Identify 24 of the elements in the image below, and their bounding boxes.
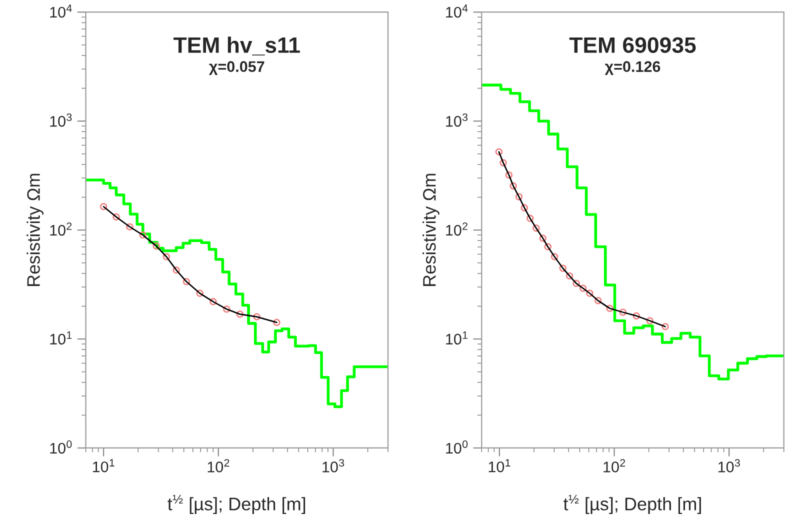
x-tick-label: 10$^{3}$ <box>718 459 740 472</box>
text: TEM 690935 <box>569 37 696 53</box>
y-tick-label: 10$^{3}$ <box>446 113 468 127</box>
x-tick-label: 10$^{3}$ <box>322 459 344 472</box>
y-tick-label: 10$^{2}$ <box>50 222 72 236</box>
text: χ=0.057 <box>209 61 264 76</box>
y-tick-label: 10$^{2}$ <box>446 222 468 236</box>
text: χ=0.126 <box>604 61 660 76</box>
x-tick-label: 10$^{2}$ <box>208 459 230 472</box>
y-tick-label: 10$^{0}$ <box>50 440 72 454</box>
x-tick-label: 10$^{1}$ <box>488 459 510 472</box>
y-tick-label: 10$^{4}$ <box>50 4 72 18</box>
y-tick-label: 10$^{0}$ <box>446 440 468 454</box>
x-axis-title: t$^{½}$ [µs]; Depth [m] <box>168 494 306 514</box>
y-tick-label: 10$^{1}$ <box>50 331 72 345</box>
text: TEM hv_s11 <box>174 36 300 56</box>
x-tick-label: 10$^{2}$ <box>604 459 626 472</box>
y-tick-label: 10$^{4}$ <box>446 4 468 18</box>
y-axis-title: Resistivity Ωm <box>26 174 44 286</box>
y-tick-label: 10$^{3}$ <box>50 113 72 127</box>
y-axis-title: Resistivity Ωm <box>422 174 440 286</box>
y-tick-label: 10$^{1}$ <box>446 331 468 345</box>
x-axis-title: t$^{½}$ [µs]; Depth [m] <box>564 494 701 514</box>
x-tick-label: 10$^{1}$ <box>92 459 114 472</box>
